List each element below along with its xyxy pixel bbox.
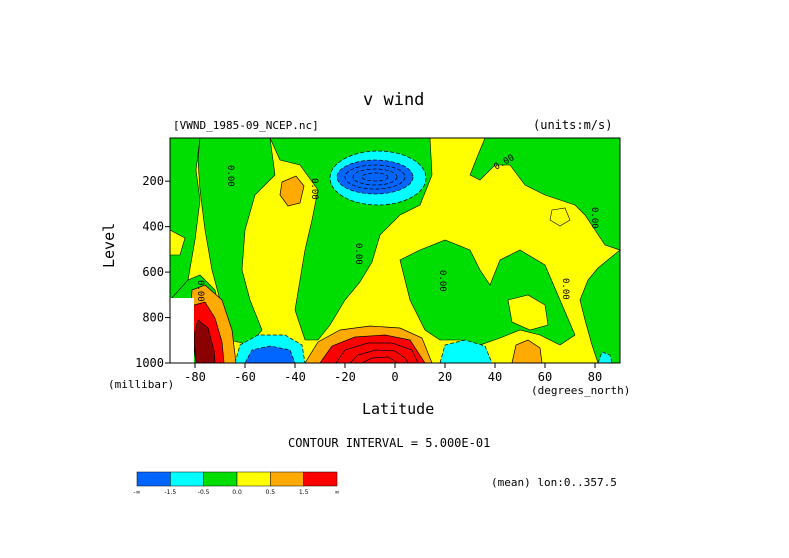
colorbar-swatch [136, 471, 171, 487]
band-cyan-nh-pole [597, 351, 613, 363]
y-tick-label: 200 [142, 174, 164, 188]
band-green-nh-lower [579, 249, 620, 363]
contour-label: 0.00 [560, 278, 570, 300]
y-axis-units: (millibar) [108, 378, 175, 391]
contour-label: 0.00 [195, 280, 205, 302]
colorbar-tick-label: -0.5 [198, 489, 210, 496]
x-tick-label: -20 [334, 370, 356, 384]
y-tick-label: 800 [142, 311, 164, 325]
colorbar: -∞ -1.5 -0.5 0.0 0.5 1.5 ∞ [133, 471, 340, 496]
colorbar-swatch [236, 471, 271, 487]
x-tick-label: -80 [184, 370, 206, 384]
y-tick-label: 1000 [135, 356, 164, 370]
colorbar-tick-label: -1.5 [164, 489, 176, 496]
contour-fields [170, 138, 620, 363]
colorbar-tick-label: 1.5 [299, 489, 309, 496]
jet-contours [344, 164, 406, 190]
y-axis-label: Level [100, 222, 118, 268]
missing-data [170, 298, 194, 363]
band-green-nh-upper [469, 138, 620, 251]
band-red-tropics [319, 334, 426, 363]
band-orange-upper [279, 175, 305, 207]
band-orange-nh [511, 339, 543, 363]
colorbar-swatch [303, 471, 338, 487]
contour-label: 0.00 [309, 178, 319, 200]
x-axis-units: (degrees_north) [531, 384, 631, 397]
y-ticks: 200 400 600 800 1000 [135, 174, 170, 370]
x-tick-label: 20 [438, 370, 452, 384]
contour-label: 0.00 [437, 270, 447, 292]
x-tick-label: 0 [391, 370, 398, 384]
contour-label: 0.00 [225, 165, 235, 187]
colorbar-swatch [270, 471, 304, 487]
contour-interval: CONTOUR INTERVAL = 5.000E-01 [288, 436, 491, 450]
x-tick-label: 40 [488, 370, 502, 384]
colorbar-tick-label: -∞ [133, 489, 140, 496]
x-tick-label: -40 [284, 370, 306, 384]
y-tick-label: 600 [142, 265, 164, 279]
colorbar-tick-label: ∞ [335, 489, 340, 496]
x-ticks: -80 -60 -40 -20 0 20 40 60 80 [184, 363, 602, 384]
file-label: [VWND_1985-09_NCEP.nc] [173, 119, 319, 132]
x-tick-label: 80 [588, 370, 602, 384]
colorbar-tick-label: 0.5 [266, 489, 276, 496]
chart-title: v wind [363, 90, 425, 110]
mean-label: (mean) lon:0..357.5 [491, 476, 617, 489]
band-blue-jet [336, 159, 414, 195]
colorbar-tick-label: 0.0 [232, 489, 242, 496]
x-tick-label: -60 [234, 370, 256, 384]
band-blue-midlat [244, 345, 296, 363]
units-label: (units:m/s) [533, 118, 613, 132]
band-yellow-island-b [549, 207, 571, 227]
colorbar-swatch [170, 471, 204, 487]
band-yellow-island-c [507, 294, 549, 331]
y-tick-label: 400 [142, 220, 164, 234]
contour-label: 0.00 [589, 207, 599, 229]
band-cyan-nh [439, 339, 493, 363]
x-tick-label: 60 [538, 370, 552, 384]
contour-label: 0.00 [353, 243, 363, 265]
colorbar-swatch [203, 471, 238, 487]
band-yellow-island-a [170, 229, 186, 256]
x-axis-label: Latitude [362, 400, 435, 418]
tropics-contours [335, 342, 419, 363]
